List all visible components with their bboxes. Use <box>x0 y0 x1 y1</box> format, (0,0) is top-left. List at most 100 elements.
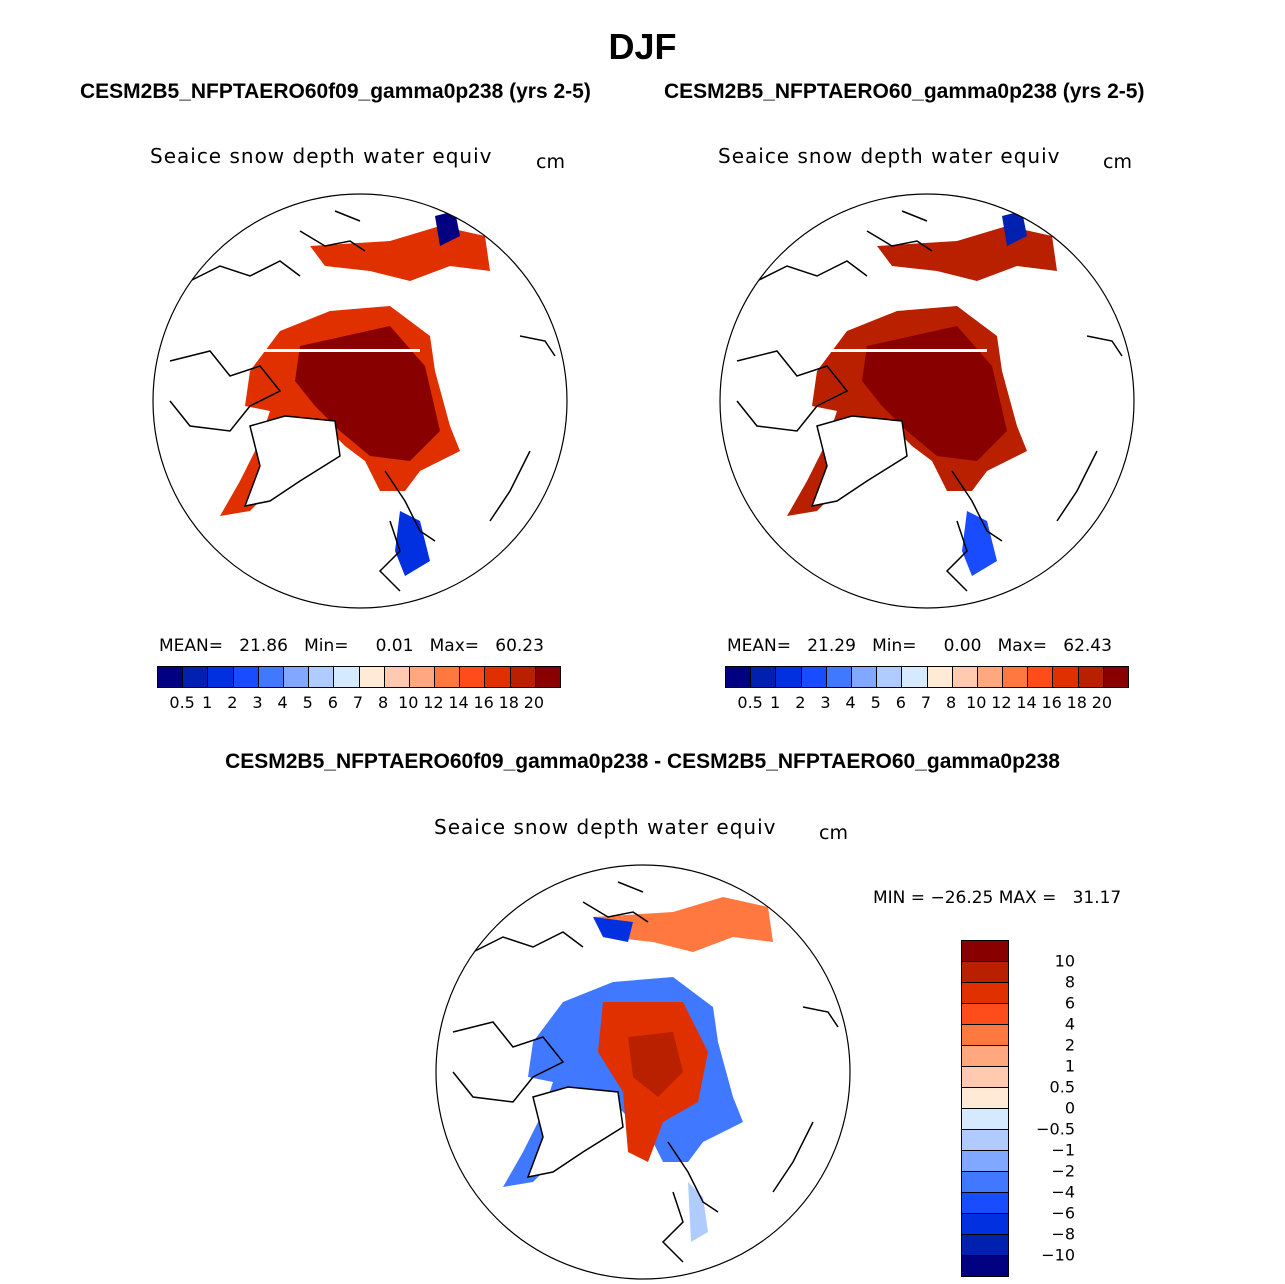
colorbar-swatch <box>283 667 310 687</box>
coastline <box>378 470 436 592</box>
colorbar-tick-label: 10 <box>1054 951 1075 971</box>
max-label: Max= <box>997 636 1048 656</box>
colorbar-swatch <box>158 667 184 687</box>
colorbar-tick-label: 0.5 <box>169 693 195 712</box>
diff-variable: Seaice snow depth water equiv <box>434 815 777 839</box>
colorbar-tick-label: 0.5 <box>1049 1077 1075 1097</box>
coastline <box>489 335 556 522</box>
colorbar-tick-label: 3 <box>252 693 263 712</box>
colorbar-swatch <box>962 1235 1008 1256</box>
colorbar-swatch <box>510 667 536 687</box>
colorbar-tick-label: −0.5 <box>1036 1119 1075 1139</box>
colorbar-tick-label: 20 <box>523 693 545 712</box>
colorbar-tick-label: 5 <box>870 693 881 712</box>
colorbar-swatch <box>977 667 1004 687</box>
diff-units: cm <box>819 822 848 844</box>
min-value: 0.00 <box>943 636 982 656</box>
coastline <box>169 350 282 432</box>
colorbar-tick-label: 14 <box>448 693 469 712</box>
colorbar-tick-label: 6 <box>1064 993 1075 1013</box>
map-boundary-circle <box>152 193 568 609</box>
diff-field-weak <box>688 1182 708 1242</box>
colorbar-swatch <box>962 1046 1008 1067</box>
colorbar-tick-label: 5 <box>302 693 313 712</box>
colorbar-tick-label: −10 <box>1041 1245 1075 1265</box>
polar-map-diff <box>435 864 851 1280</box>
colorbar-swatch <box>962 1193 1008 1214</box>
colorbar-tick-label: 10 <box>966 693 987 712</box>
colorbar-tick-label: −2 <box>1051 1161 1075 1181</box>
colorbar-tick-label: 3 <box>820 693 831 712</box>
colorbar-tick-label: 4 <box>845 693 856 712</box>
colorbar-tick-label: 1 <box>1064 1056 1075 1076</box>
colorbar-swatch <box>962 1025 1008 1046</box>
mean-label: MEAN= <box>727 636 791 656</box>
colorbar-swatch <box>952 667 978 687</box>
colorbar-tick-label: −4 <box>1051 1182 1075 1202</box>
coastline <box>772 1006 839 1193</box>
coastline <box>299 210 366 252</box>
colorbar-tick-label: 4 <box>1064 1014 1075 1034</box>
colorbar-swatch <box>962 1109 1008 1130</box>
panel-left-subtitle: CESM2B5_NFPTAERO60f09_gamma0p238 (yrs 2-… <box>80 80 591 103</box>
grid-gap-line <box>817 349 987 352</box>
panel-right-units: cm <box>1103 151 1132 173</box>
colorbar-swatch <box>485 667 511 687</box>
diff-field-positive-strong <box>628 1032 683 1097</box>
low-snow-region <box>435 211 460 246</box>
panel-right-subtitle: CESM2B5_NFPTAERO60_gamma0p238 (yrs 2-5) <box>664 80 1145 103</box>
snow-depth-field-marginal <box>877 226 1057 281</box>
colorbar-tick-label: 18 <box>1066 693 1087 712</box>
colorbar-tick-label: 7 <box>352 693 364 712</box>
colorbar-swatch <box>751 667 777 687</box>
min-label: Min= <box>304 636 349 656</box>
colorbar-swatch <box>851 667 878 687</box>
coastline <box>756 260 868 282</box>
colorbar-left <box>157 666 561 688</box>
colorbar-swatch <box>962 983 1008 1004</box>
colorbar-swatch <box>962 1214 1008 1235</box>
sea-ice-field <box>452 881 839 1263</box>
mean-value: 21.29 <box>807 636 856 656</box>
colorbar-swatch <box>962 1256 1008 1276</box>
low-snow-region <box>395 511 430 576</box>
colorbar-tick-label: 2 <box>795 693 806 712</box>
colorbar-tick-label: 18 <box>498 693 519 712</box>
colorbar-tick-label: 2 <box>1064 1035 1075 1055</box>
colorbar-swatch <box>962 1067 1008 1088</box>
low-snow-region <box>1002 211 1027 246</box>
mean-value: 21.86 <box>239 636 288 656</box>
greenland-land <box>243 415 341 508</box>
low-snow-region <box>962 511 997 576</box>
panel-left-variable: Seaice snow depth water equiv <box>150 144 493 168</box>
colorbar-swatch <box>962 941 1008 962</box>
colorbar-swatch <box>776 667 802 687</box>
colorbar-tick-label: 14 <box>1016 693 1037 712</box>
panel-right-stats: MEAN= 21.29 Min= 0.00 Max= 62.43 <box>727 636 1112 656</box>
map-boundary-circle <box>435 864 851 1280</box>
colorbar-tick-label: 2 <box>227 693 238 712</box>
max-value: 60.23 <box>495 636 544 656</box>
colorbar-tick-label: 10 <box>398 693 419 712</box>
snow-depth-field-core <box>295 326 440 461</box>
colorbar-diff <box>961 940 1009 1277</box>
colorbar-tick-label: 6 <box>327 693 338 712</box>
colorbar-tick-label: −1 <box>1051 1140 1075 1160</box>
colorbar-swatch <box>233 667 259 687</box>
colorbar-swatch <box>801 667 827 687</box>
colorbar-tick-label: 1 <box>202 693 213 712</box>
coastline <box>582 881 649 923</box>
coastline <box>1056 335 1123 522</box>
colorbar-tick-label: 7 <box>920 693 932 712</box>
colorbar-tick-label: 0 <box>1064 1098 1075 1118</box>
sea-ice-field <box>169 210 556 592</box>
colorbar-diff-labels: 10 8 6 4 2 1 0.5 0 −0.5 −1 −2 −4 −6 −8 −10 <box>1015 940 1075 1276</box>
coastline <box>452 1021 565 1103</box>
colorbar-tick-label: 8 <box>946 693 957 712</box>
colorbar-tick-label: 8 <box>378 693 389 712</box>
snow-depth-field-marginal <box>310 226 490 281</box>
panel-left-units: cm <box>536 151 565 173</box>
diff-field-marginal <box>593 897 773 952</box>
diff-field-negative-strong <box>593 917 633 942</box>
